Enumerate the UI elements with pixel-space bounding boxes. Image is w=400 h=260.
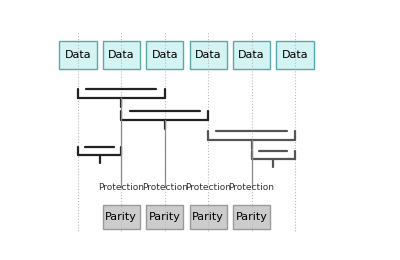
FancyBboxPatch shape [146,41,183,69]
FancyBboxPatch shape [103,205,140,229]
Text: Data: Data [238,50,265,60]
Text: Parity: Parity [192,212,224,222]
FancyBboxPatch shape [276,41,314,69]
FancyBboxPatch shape [233,205,270,229]
Text: Parity: Parity [105,212,137,222]
Text: Data: Data [282,50,308,60]
FancyBboxPatch shape [233,41,270,69]
FancyBboxPatch shape [190,205,227,229]
Text: Protection: Protection [228,183,274,192]
FancyBboxPatch shape [59,41,96,69]
Text: Parity: Parity [236,212,268,222]
Text: Protection: Protection [185,183,231,192]
FancyBboxPatch shape [103,41,140,69]
Text: Protection: Protection [142,183,188,192]
FancyBboxPatch shape [146,205,183,229]
Text: Data: Data [64,50,91,60]
FancyBboxPatch shape [190,41,227,69]
Text: Parity: Parity [149,212,181,222]
Text: Data: Data [151,50,178,60]
Text: Protection: Protection [98,183,144,192]
Text: Data: Data [195,50,222,60]
Text: Data: Data [108,50,135,60]
